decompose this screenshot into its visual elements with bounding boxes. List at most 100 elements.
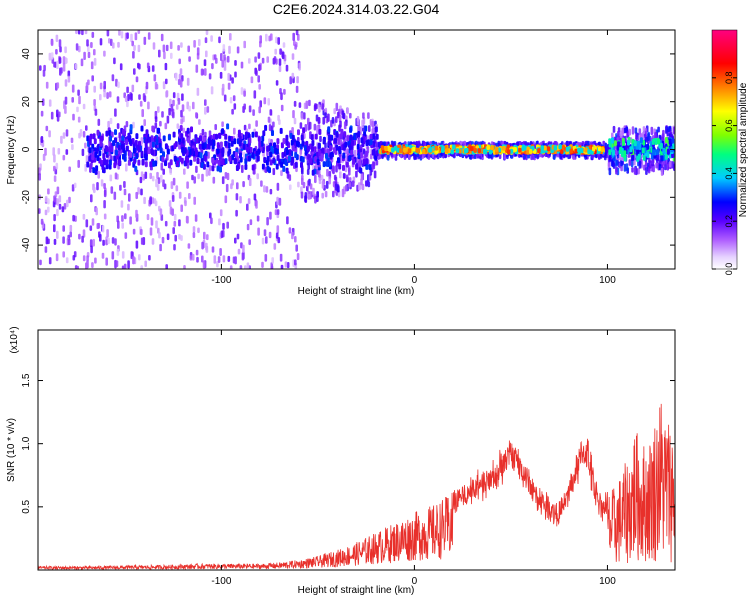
spectrogram-cell xyxy=(113,155,117,162)
spectrogram-cell xyxy=(494,146,499,152)
spectrogram-cell xyxy=(637,167,640,175)
spectrogram-cell xyxy=(316,159,320,165)
spectrogram-cell xyxy=(331,117,335,124)
spectrogram-cell xyxy=(58,57,62,64)
spectrogram-cell xyxy=(202,260,206,269)
spectrogram-cell xyxy=(204,37,208,44)
spectrogram-cell xyxy=(352,158,356,165)
spectrogram-cell xyxy=(304,145,307,152)
spectrogram-cell xyxy=(108,38,111,44)
spectrogram-cell xyxy=(298,62,301,71)
spectrogram-cell xyxy=(173,213,177,221)
spectrogram-cell xyxy=(127,159,131,166)
spectrogram-cell xyxy=(59,46,62,53)
spectrogram-cell xyxy=(314,195,317,204)
spectrogram-cell xyxy=(348,155,352,161)
spectrogram-cell xyxy=(144,138,148,145)
spectrogram-cell xyxy=(269,211,272,220)
spectrogram-cell xyxy=(224,133,228,140)
spectrogram-cell xyxy=(220,230,224,239)
spectrogram-cell xyxy=(314,133,318,140)
spectrogram-cell xyxy=(53,214,56,222)
spectrogram-cell xyxy=(276,209,280,215)
spectrogram-cell xyxy=(244,158,248,165)
spectrogram-cell xyxy=(337,138,341,145)
spectrogram-cell xyxy=(259,100,262,108)
spectrogram-cell xyxy=(269,109,273,116)
spectrogram-cell xyxy=(73,182,77,189)
spectrogram-cell xyxy=(225,183,229,193)
spectrogram-cell xyxy=(151,65,155,72)
spectrogram-cell xyxy=(40,136,44,144)
spectrogram-cell xyxy=(385,141,389,148)
spectrogram-cell xyxy=(137,187,140,195)
spectrogram-cell xyxy=(163,51,166,60)
spectrogram-cell xyxy=(276,225,280,234)
spectrogram-cell xyxy=(202,163,206,170)
spectrogram-cell xyxy=(83,51,86,61)
spectrogram-cell xyxy=(189,159,193,166)
spectrogram-cell xyxy=(128,193,131,202)
spectrogram-xtick-label: -100 xyxy=(211,275,231,286)
spectrogram-cell xyxy=(183,147,187,154)
spectrogram-cell xyxy=(99,38,103,46)
spectrogram-cell xyxy=(246,262,250,269)
spectrogram-cell xyxy=(464,148,468,154)
spectrogram-cell xyxy=(94,151,98,158)
spectrogram-cell xyxy=(168,200,172,207)
spectrogram-cell xyxy=(217,256,221,263)
spectrogram-cell xyxy=(342,164,345,171)
spectrogram-cell xyxy=(348,167,351,176)
spectrogram-cell xyxy=(71,97,74,103)
spectrogram-cell xyxy=(47,198,50,205)
spectrogram-cell xyxy=(231,108,234,115)
spectrogram-cell xyxy=(274,48,277,55)
spectrogram-cell xyxy=(62,63,66,72)
spectrogram-cell xyxy=(160,33,164,42)
spectrogram-cell xyxy=(191,174,194,181)
spectrogram-cell xyxy=(120,31,124,39)
spectrogram-cell xyxy=(135,76,139,83)
spectrogram-cell xyxy=(94,257,97,264)
spectrogram-cell xyxy=(160,162,164,171)
spectrogram-cell xyxy=(155,178,158,188)
spectrogram-cell xyxy=(139,100,143,107)
spectrogram-cell xyxy=(101,225,105,233)
spectrogram-cell xyxy=(132,121,135,129)
spectrogram-cell xyxy=(413,152,416,161)
spectrogram-cell xyxy=(256,215,260,222)
spectrogram-cell xyxy=(295,244,298,252)
spectrogram-cell xyxy=(117,81,120,89)
spectrogram-cell xyxy=(248,137,252,144)
spectrogram-cell xyxy=(47,188,50,195)
spectrogram-cell xyxy=(664,153,668,160)
spectrogram-cell xyxy=(140,237,144,245)
spectrogram-cell xyxy=(257,52,261,59)
spectrogram-cell xyxy=(129,151,133,158)
spectrogram-cell xyxy=(234,60,237,66)
spectrogram-cell xyxy=(630,159,634,168)
spectrogram-cell xyxy=(611,132,614,139)
spectrogram-cell xyxy=(266,165,270,172)
spectrogram-cell xyxy=(99,82,103,90)
spectrogram-cell xyxy=(657,138,660,145)
spectrogram-cell xyxy=(127,132,131,139)
spectrogram-cell xyxy=(276,182,280,191)
spectrogram-cell xyxy=(138,94,141,100)
spectrogram-cell xyxy=(161,111,164,118)
spectrogram-cell xyxy=(39,259,42,266)
spectrogram-cell xyxy=(284,159,288,165)
spectrogram-cell xyxy=(114,129,117,136)
spectrogram-cell xyxy=(62,225,65,232)
spectrogram-cell xyxy=(110,146,114,153)
spectrogram-cell xyxy=(166,233,170,241)
spectrogram-cell xyxy=(196,158,200,165)
spectrogram-cell xyxy=(240,242,243,249)
spectrogram-cell xyxy=(339,120,342,128)
spectrogram-cell xyxy=(132,51,135,59)
spectrogram-cell xyxy=(50,111,54,120)
spectrogram-cell xyxy=(191,148,195,155)
spectrogram-cell xyxy=(292,110,295,119)
spectrogram-cell xyxy=(266,155,270,162)
spectrogram-cell xyxy=(300,134,304,141)
